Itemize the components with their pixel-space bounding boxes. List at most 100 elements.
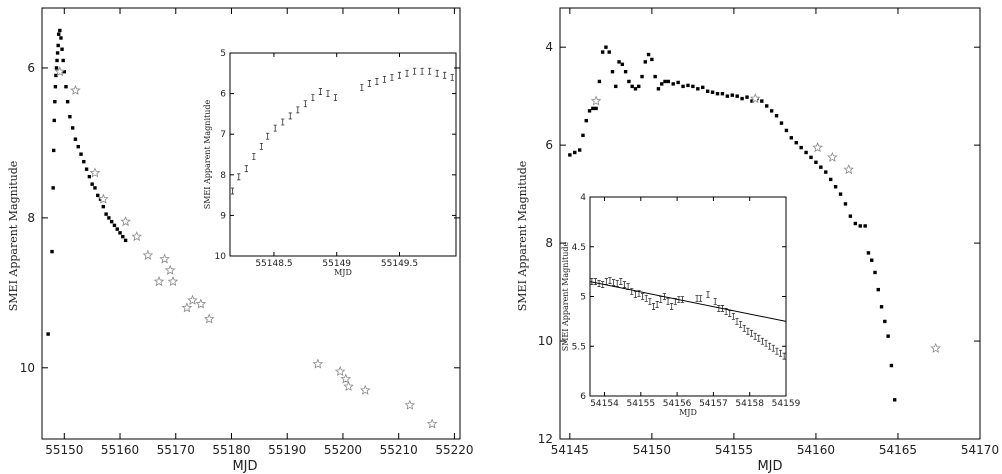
left-square-point	[46, 332, 50, 336]
right-ytick-label: 6	[545, 138, 553, 152]
left-square-point	[55, 51, 60, 55]
right-square-point	[705, 89, 710, 93]
left-star-point	[54, 66, 66, 77]
right-inset-errorbar-point	[648, 298, 652, 305]
left-star-point	[187, 294, 198, 305]
right-square-point	[686, 83, 690, 88]
left-square-point	[62, 70, 66, 74]
right-square-point	[637, 84, 641, 89]
right-square-point	[646, 52, 651, 57]
left-square-point	[76, 144, 80, 149]
right-inset-errorbar-point	[731, 313, 735, 320]
right-inset-errorbar-point	[604, 278, 608, 285]
right-inset-errorbar-point	[630, 288, 634, 295]
right-plot: 54145 54150 54155 54160 54165 54170 4 6 8 10 12	[538, 7, 999, 457]
right-square-point	[858, 224, 862, 228]
left-inset-errorbar-point	[397, 71, 402, 79]
left-inset-errorbar-point	[360, 84, 364, 91]
left-inset-errorbar-point	[318, 88, 322, 95]
right-square-point	[866, 251, 871, 255]
right-square-point	[799, 145, 803, 150]
right-ytick-label: 4	[545, 40, 553, 54]
right-square-point	[760, 99, 764, 103]
left-square-point	[70, 126, 75, 130]
left-star-point	[404, 399, 416, 410]
right-square-point	[720, 92, 725, 96]
right-xtick-label: 54145	[551, 443, 589, 457]
right-square-point	[691, 84, 695, 89]
left-square-point	[104, 212, 108, 216]
right-square-point	[666, 79, 670, 84]
left-inset-xtick-label: 55149	[322, 259, 351, 269]
right-inset-errorbar-point	[775, 347, 779, 355]
right-square-point	[627, 79, 631, 84]
right-square-point	[740, 96, 744, 101]
left-inset-errorbar-point	[382, 75, 387, 83]
left-inset-errorbar-point	[237, 173, 241, 181]
left-star-point	[159, 253, 170, 264]
right-square-point	[587, 109, 592, 113]
left-star-point	[98, 193, 109, 204]
right-square-point	[879, 305, 884, 309]
right-square-point	[774, 114, 779, 118]
right-inset-errorbar-point	[670, 303, 674, 310]
right-square-point	[829, 177, 833, 182]
right-square-point	[804, 150, 808, 155]
right-square-point	[745, 95, 749, 99]
left-square-point	[101, 204, 106, 209]
left-square-point	[53, 99, 57, 104]
left-inset-ytick-label: 7	[220, 130, 226, 140]
right-square-point	[730, 93, 734, 97]
right-inset-errorbar-point	[728, 310, 732, 317]
right-square-point	[604, 45, 608, 49]
left-square-point	[61, 58, 65, 63]
right-inset-ytick-label: 4	[580, 193, 586, 203]
left-inset-ytick-label: 10	[215, 252, 227, 262]
right-square-point	[814, 160, 818, 164]
right-square-point	[656, 87, 661, 91]
right-inset-errorbar-point	[757, 334, 761, 342]
left-inset-errorbar-point	[333, 94, 338, 102]
right-square-point	[892, 398, 897, 402]
left-inset-frame	[229, 52, 457, 257]
left-star-point	[120, 216, 131, 227]
left-inset-errorbar-point	[405, 69, 409, 77]
left-star-point	[203, 313, 215, 324]
right-inset-errorbar-point	[659, 296, 663, 303]
right-inset-errorbar-point	[611, 279, 616, 286]
left-inset-errorbar-point	[311, 94, 315, 102]
right-inset-errorbar-point	[749, 329, 754, 337]
left-inset-errorbar-point	[428, 67, 432, 75]
right-inset-errorbar-point	[641, 293, 645, 300]
left-inset: 55148.5 55149 55149.5 5 6 7 8 9 10 MJD SMEI Appare…	[203, 49, 457, 277]
right-inset-errorbar-point	[713, 298, 717, 305]
right-square-point	[620, 62, 625, 67]
left-inset-errorbar-point	[273, 124, 277, 132]
right-inset-errorbar-point	[739, 320, 743, 328]
right-inset-errorbar-point	[760, 337, 765, 345]
right-inset-errorbar-point	[706, 291, 710, 298]
right-inset-errorbar-point	[735, 317, 739, 325]
right-inset-xtick-label: 54159	[772, 399, 801, 409]
right-square-point	[600, 50, 605, 54]
right-inset-errorbar-point	[633, 291, 637, 298]
right-inset-errorbar-point	[699, 295, 703, 302]
left-star-point	[312, 358, 324, 369]
right-xtick-label: 54170	[961, 443, 999, 457]
right-square-point	[870, 258, 874, 262]
left-square-point	[87, 174, 92, 179]
right-xtick-label: 54150	[633, 443, 671, 457]
right-square-point	[735, 94, 739, 98]
right-square-point	[765, 104, 769, 108]
right-square-point	[660, 82, 664, 86]
right-xlabel: MJD	[757, 459, 782, 474]
right-inset-xtick-label: 54156	[663, 399, 692, 409]
left-square-point	[118, 231, 122, 235]
left-square-point	[84, 167, 89, 171]
left-plot: 55150 55160 55170 55180 55190 55200 55210 55220…	[20, 7, 474, 457]
right-xtick-label: 54155	[715, 443, 753, 457]
right-square-point	[769, 109, 774, 113]
left-square-point	[79, 152, 83, 156]
right-ytick-label: 10	[538, 334, 553, 348]
left-star-point	[153, 276, 165, 287]
